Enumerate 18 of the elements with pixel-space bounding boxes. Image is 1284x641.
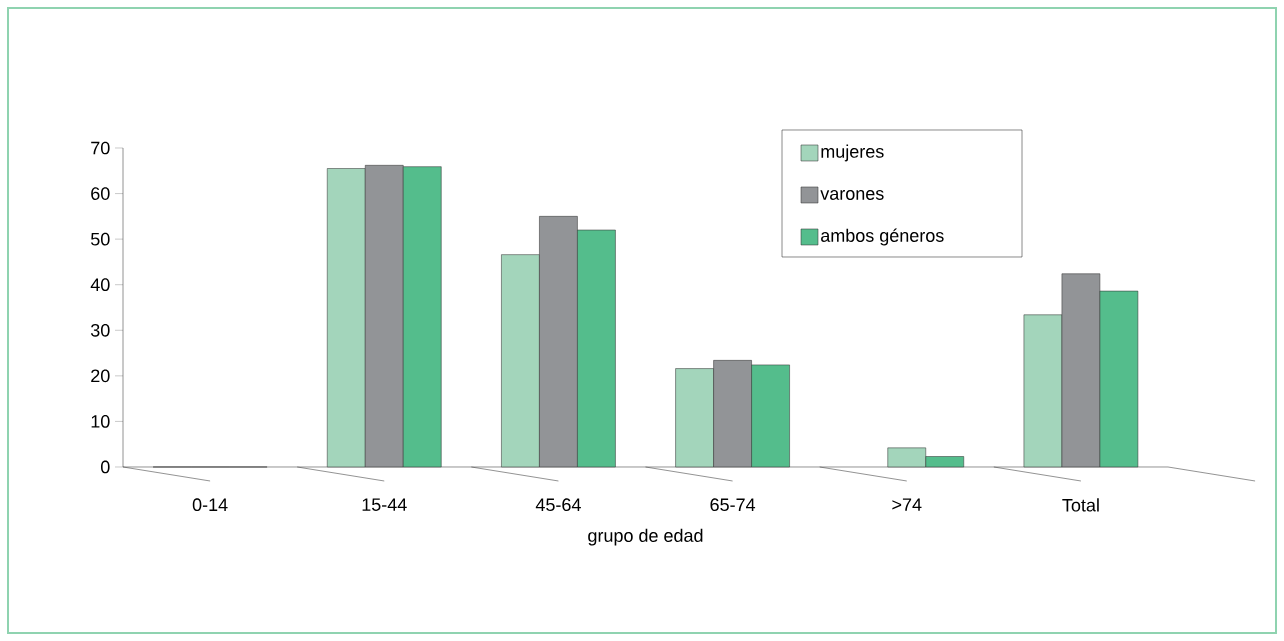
y-tick-label: 0 — [101, 460, 110, 474]
y-tick-label: 10 — [91, 415, 110, 428]
y-tick-label: 20 — [91, 369, 110, 383]
legend-label: varones — [820, 190, 884, 200]
x-axis-title: grupo de edad — [588, 528, 703, 546]
y-tick-label: 30 — [90, 323, 110, 337]
x-tick-label: 15-44 — [362, 498, 407, 511]
y-tick-label: 50 — [90, 232, 110, 246]
y-tick-label: 70 — [91, 141, 110, 155]
x-tick-label: 0-14 — [192, 498, 228, 512]
legend-label: mujeres — [821, 144, 884, 162]
x-tick-label: 65-74 — [710, 498, 756, 512]
y-tick-label: 40 — [90, 278, 110, 292]
legend-label: ambos géneros — [821, 228, 944, 246]
y-tick-label: 60 — [91, 187, 110, 200]
x-tick-label: Total — [1062, 498, 1099, 512]
x-tick-label: >74 — [892, 498, 922, 511]
x-tick-label: 45-64 — [535, 498, 581, 512]
